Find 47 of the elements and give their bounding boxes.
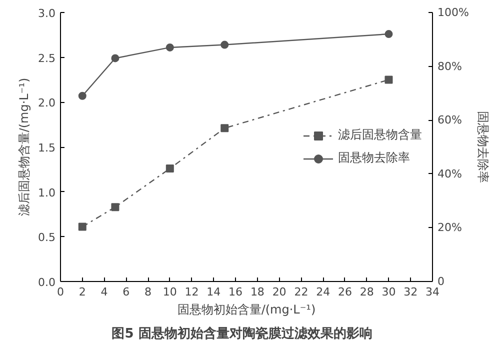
x-tick-label: 20 — [272, 286, 286, 298]
point — [384, 76, 393, 84]
x-axis-title: 固悬物初始含量/(mg·L⁻¹) — [177, 302, 316, 316]
point — [166, 164, 174, 173]
x-tick-label: 22 — [294, 286, 308, 298]
point — [220, 40, 229, 49]
point — [384, 30, 393, 38]
y2-tick-label: 20% — [438, 221, 462, 234]
point — [220, 124, 229, 132]
y-tick-label: 0.5 — [38, 231, 56, 244]
x-tick-label: 0 — [57, 286, 64, 298]
x-tick-label: 4 — [100, 286, 108, 298]
y-tick-label: 0.0 — [38, 276, 56, 289]
x-tick-label: 2 — [78, 286, 86, 298]
y-tick-label: 1.0 — [38, 186, 56, 200]
point — [111, 203, 120, 212]
y2-tick-label: 80% — [438, 60, 462, 73]
text: 图5 固悬物初始含量对陶瓷膜过滤效果的影响 — [112, 326, 372, 342]
y2-axis-title: 固悬物去除率 — [476, 111, 490, 183]
x-tick-label: 6 — [122, 286, 130, 298]
x-tick-label: 8 — [144, 286, 152, 298]
x-tick-label: 30 — [382, 286, 396, 298]
x-tick-label: 34 — [426, 286, 440, 298]
y-axis-title: 滤后固悬物含量/(mg·L⁻¹) — [17, 78, 32, 216]
y2-tick-label: 100% — [438, 6, 469, 19]
y-tick-label: 3.0 — [38, 7, 56, 20]
y-tick-label: 2.5 — [38, 52, 56, 65]
point — [78, 222, 86, 231]
y-tick-label: 1.5 — [38, 142, 56, 154]
x-tick-label: 28 — [360, 286, 374, 298]
x-tick-label: 24 — [316, 286, 330, 298]
x-tick-label: 14 — [206, 286, 221, 298]
point — [111, 54, 120, 62]
x-tick-label: 18 — [250, 286, 264, 298]
point — [166, 43, 174, 52]
y2-tick-label: 60% — [438, 114, 462, 127]
y2-tick-label: 0 — [438, 275, 444, 288]
x-tick-label: 12 — [184, 286, 199, 298]
x-tick-label: 16 — [228, 286, 243, 298]
x-tick-label: 10 — [162, 286, 177, 298]
legend-label: 固悬物去除率 — [338, 150, 410, 166]
y-tick-label: 2.0 — [38, 96, 56, 110]
point — [78, 92, 86, 100]
x-tick-label: 32 — [404, 286, 418, 298]
x-tick-label: 26 — [338, 286, 352, 298]
y2-tick-label: 40% — [438, 167, 462, 180]
legend-label: 滤后固悬物含量 — [338, 126, 422, 144]
